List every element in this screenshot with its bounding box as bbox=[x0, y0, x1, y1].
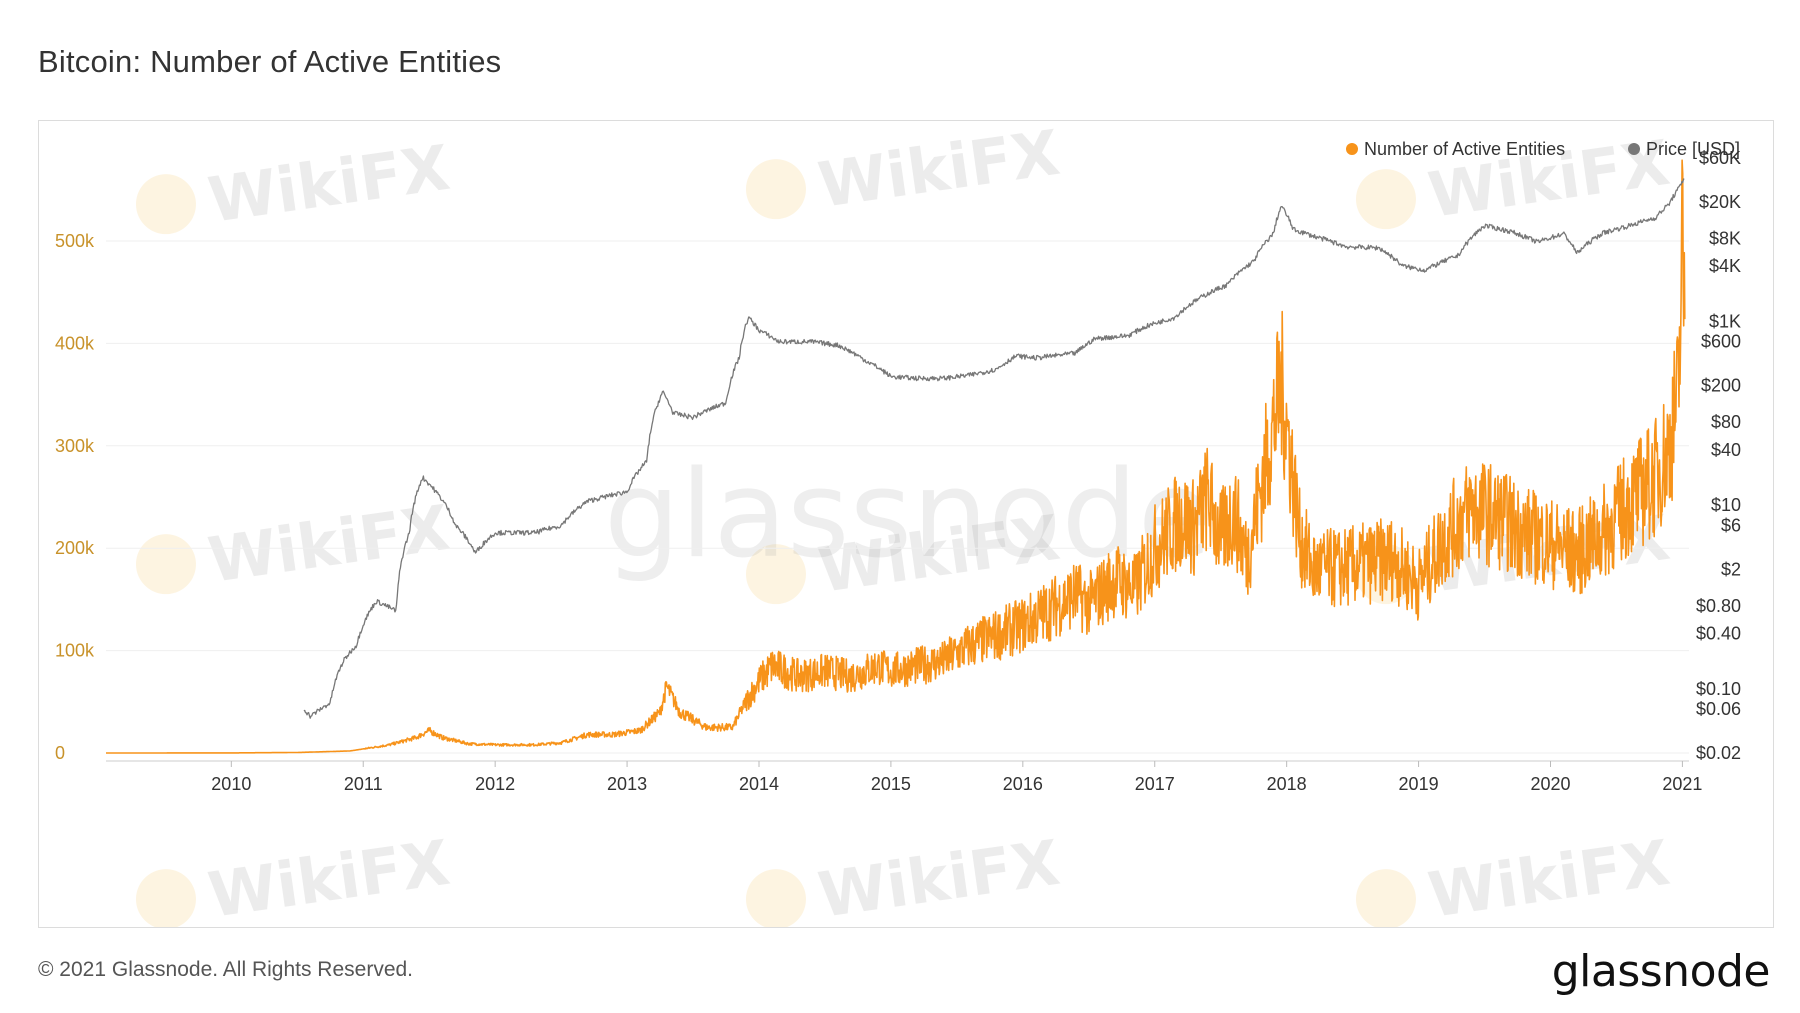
x-tick-label: 2018 bbox=[1267, 774, 1307, 794]
left-tick-label: 500k bbox=[55, 231, 95, 251]
x-tick-label: 2010 bbox=[211, 774, 251, 794]
glassnode-logo: glassnode bbox=[1551, 946, 1771, 997]
x-tick-label: 2019 bbox=[1399, 774, 1439, 794]
right-tick-label: $40 bbox=[1711, 440, 1741, 460]
right-tick-label: $0.02 bbox=[1696, 743, 1741, 763]
right-tick-label: $8K bbox=[1709, 228, 1741, 248]
left-tick-label: 200k bbox=[55, 538, 95, 558]
wikifx-logo-icon bbox=[135, 869, 196, 927]
wikifx-watermark: WikiFX bbox=[135, 491, 454, 597]
wikifx-watermark-text: WikiFX bbox=[204, 491, 454, 597]
x-tick-label: 2016 bbox=[1003, 774, 1043, 794]
wikifx-logo-icon bbox=[1355, 869, 1416, 927]
series-layer bbox=[105, 159, 1686, 754]
right-tick-label: $0.40 bbox=[1696, 623, 1741, 643]
right-tick-label: $2 bbox=[1721, 559, 1741, 579]
x-tick-label: 2013 bbox=[607, 774, 647, 794]
right-tick-label: $1K bbox=[1709, 311, 1741, 331]
left-tick-label: 400k bbox=[55, 333, 95, 353]
wikifx-watermark: WikiFX bbox=[135, 131, 454, 237]
chart-title: Bitcoin: Number of Active Entities bbox=[38, 44, 502, 79]
legend: Number of Active Entities Price [USD] bbox=[1346, 139, 1740, 159]
right-tick-label: $10 bbox=[1711, 495, 1741, 515]
wikifx-logo-icon bbox=[745, 544, 806, 605]
x-tick-label: 2017 bbox=[1135, 774, 1175, 794]
legend-swatch-active-entities bbox=[1346, 143, 1358, 155]
wikifx-logo-icon bbox=[135, 534, 196, 595]
x-tick-label: 2020 bbox=[1530, 774, 1570, 794]
right-tick-label: $0.80 bbox=[1696, 596, 1741, 616]
wikifx-watermark-text: WikiFX bbox=[204, 826, 454, 927]
wikifx-logo-icon bbox=[745, 159, 806, 220]
right-tick-label: $60K bbox=[1699, 148, 1741, 168]
legend-label-active-entities: Number of Active Entities bbox=[1364, 139, 1565, 159]
left-axis: 0 100k 200k 300k 400k 500k bbox=[55, 231, 95, 763]
series-line-price bbox=[303, 178, 1685, 719]
wikifx-logo-icon bbox=[1355, 169, 1416, 230]
wikifx-watermark: WikiFX bbox=[1355, 826, 1674, 927]
chart-frame: WikiFX WikiFX WikiFX WikiFX WikiFX WikiFX Wiki… bbox=[38, 120, 1774, 928]
left-tick-label: 0 bbox=[55, 743, 65, 763]
legend-swatch-price bbox=[1628, 143, 1640, 155]
wikifx-watermark: WikiFX bbox=[745, 826, 1064, 927]
wikifx-watermark: WikiFX bbox=[745, 121, 1064, 222]
copyright-text: © 2021 Glassnode. All Rights Reserved. bbox=[38, 958, 414, 981]
right-tick-label: $80 bbox=[1711, 412, 1741, 432]
right-tick-label: $0.06 bbox=[1696, 699, 1741, 719]
wikifx-watermark: WikiFX bbox=[135, 826, 454, 927]
right-axis: $60K $20K $8K $4K $1K$600 $200 $80 $40 $10$6 $2 $0… bbox=[1696, 148, 1741, 763]
x-axis: 2010 2011 2012 2013 2014 2015 2016 2017 2018 2019… bbox=[211, 761, 1702, 794]
left-tick-label: 300k bbox=[55, 436, 95, 456]
x-tick-label: 2015 bbox=[871, 774, 911, 794]
right-tick-label: $600 bbox=[1701, 332, 1741, 352]
wikifx-watermark-text: WikiFX bbox=[204, 131, 454, 237]
x-tick-label: 2021 bbox=[1662, 774, 1702, 794]
wikifx-logo-icon bbox=[135, 174, 196, 235]
series-line-active-entities bbox=[105, 159, 1686, 754]
right-tick-label: $200 bbox=[1701, 376, 1741, 396]
right-tick-label: $6 bbox=[1721, 515, 1741, 535]
x-tick-label: 2011 bbox=[344, 774, 383, 794]
right-tick-label: $20K bbox=[1699, 192, 1741, 212]
left-tick-label: 100k bbox=[55, 641, 95, 661]
x-tick-label: 2012 bbox=[475, 774, 515, 794]
right-tick-label: $0.10 bbox=[1696, 679, 1741, 699]
x-tick-label: 2014 bbox=[739, 774, 779, 794]
wikifx-watermark-text: WikiFX bbox=[1424, 826, 1674, 927]
legend-label-price: Price [USD] bbox=[1646, 139, 1740, 159]
wikifx-logo-icon bbox=[745, 869, 806, 927]
wikifx-watermark-text: WikiFX bbox=[814, 826, 1064, 927]
right-tick-label: $4K bbox=[1709, 256, 1741, 276]
wikifx-watermark-text: WikiFX bbox=[814, 121, 1064, 222]
